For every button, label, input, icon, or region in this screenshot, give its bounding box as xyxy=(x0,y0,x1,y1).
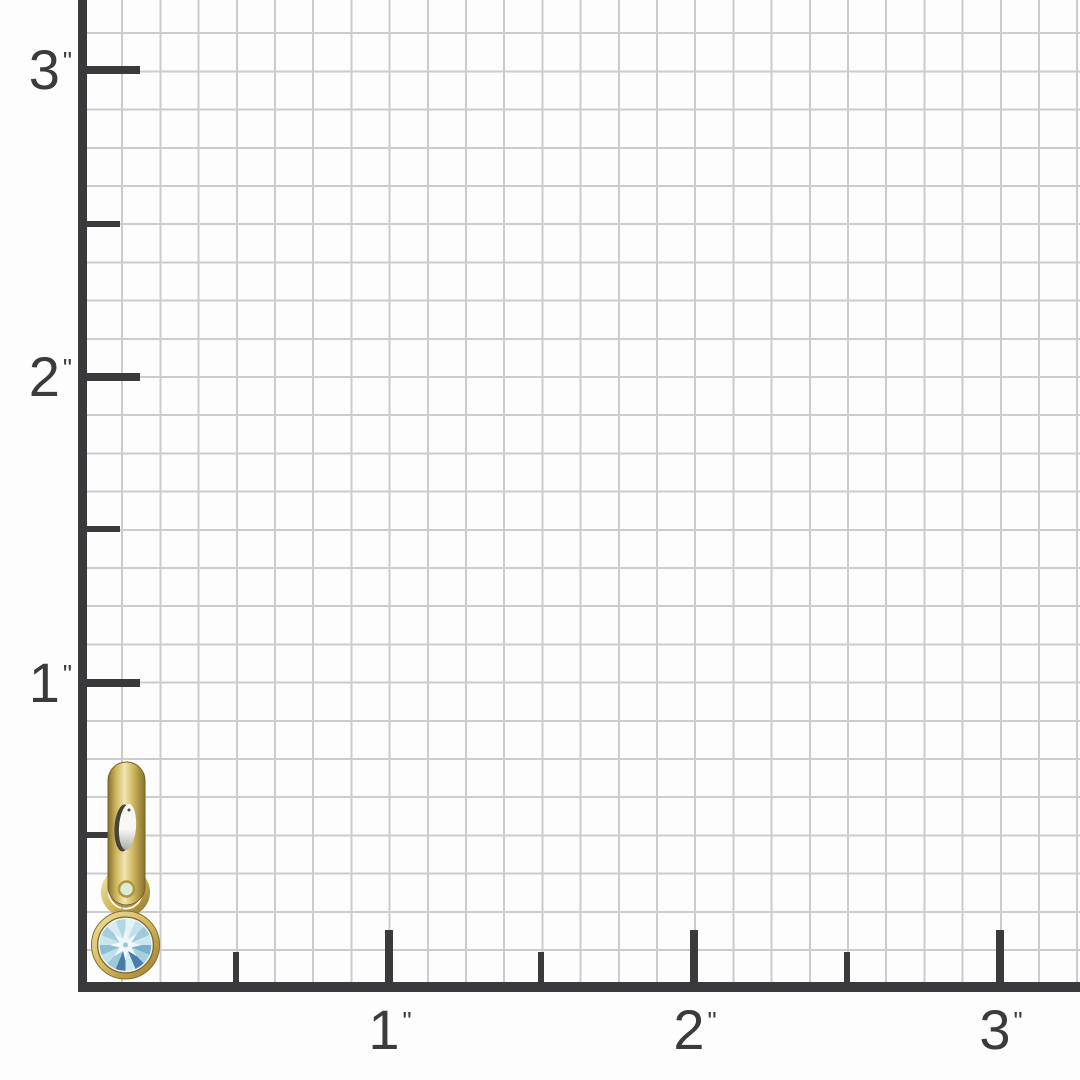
gem-facet xyxy=(125,945,152,956)
x-axis-label-3in: 3 " xyxy=(920,1002,1080,1058)
x-axis-line xyxy=(78,982,1080,992)
x-axis-label-2in: 2 " xyxy=(614,1002,774,1058)
gem-bezel-inner-shadow xyxy=(97,916,154,974)
y-axis-line xyxy=(78,0,87,992)
x-label-digit: 3 xyxy=(979,998,1011,1061)
gem-facet xyxy=(115,945,126,972)
x-axis-tick-3in xyxy=(996,930,1004,988)
inch-mark: " xyxy=(1013,1007,1023,1036)
gem-girdle-rim xyxy=(98,917,153,973)
hinge-pin-dot xyxy=(127,808,131,812)
gem-culet-dot xyxy=(123,942,128,948)
inch-mark: " xyxy=(62,660,72,689)
product-photo-earring xyxy=(91,761,160,980)
inch-mark: " xyxy=(62,47,72,76)
hoop-bottom-reflection xyxy=(117,880,136,898)
inch-mark: " xyxy=(62,354,72,383)
y-axis-tick-0p5in xyxy=(78,832,120,838)
x-axis-tick-1p5in xyxy=(538,952,544,988)
y-axis-tick-1p5in xyxy=(78,526,120,532)
y-axis-label-1in: 1 " xyxy=(0,655,72,711)
ruler-grid xyxy=(83,0,1080,988)
y-axis-label-2in: 2 " xyxy=(0,349,72,405)
x-axis-tick-2p5in xyxy=(844,952,850,988)
y-axis-tick-2p5in xyxy=(78,221,120,227)
hoop-opening-highlight xyxy=(118,804,137,850)
gem-facet xyxy=(125,918,136,945)
y-axis-tick-3in xyxy=(78,66,140,74)
inch-mark: " xyxy=(402,1007,412,1036)
y-axis-tick-2in xyxy=(78,373,140,381)
x-label-digit: 2 xyxy=(673,998,705,1061)
y-label-digit: 3 xyxy=(28,38,60,101)
gem-facet xyxy=(99,945,126,956)
x-axis-tick-0p5in xyxy=(233,952,239,988)
x-label-digit: 1 xyxy=(368,998,400,1061)
gem-facet xyxy=(125,945,136,972)
x-axis-label-1in: 1 " xyxy=(309,1002,469,1058)
gem-facet xyxy=(115,918,126,945)
inch-mark: " xyxy=(707,1007,717,1036)
y-axis-label-3in: 3 " xyxy=(0,42,72,98)
y-axis-tick-1in xyxy=(78,679,140,687)
y-label-digit: 2 xyxy=(28,345,60,408)
y-label-digit: 1 xyxy=(28,651,60,714)
gem-facet xyxy=(99,934,126,945)
x-axis-tick-2in xyxy=(690,930,698,988)
x-axis-tick-1in xyxy=(385,930,393,988)
gem-facet xyxy=(125,934,152,945)
